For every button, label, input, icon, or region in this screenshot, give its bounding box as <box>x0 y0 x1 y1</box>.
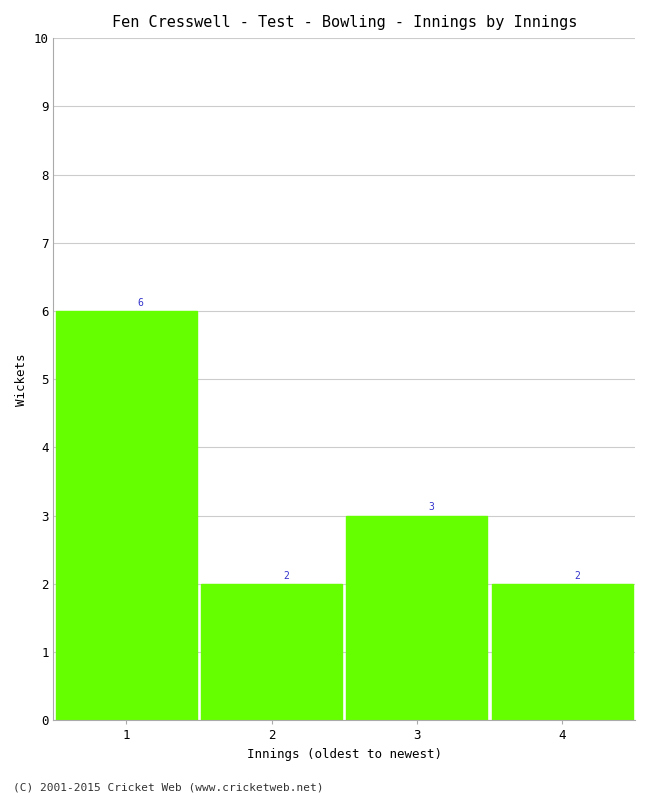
Text: 2: 2 <box>283 570 289 581</box>
Bar <box>492 584 633 721</box>
Text: 2: 2 <box>574 570 580 581</box>
Bar <box>56 311 197 721</box>
X-axis label: Innings (oldest to newest): Innings (oldest to newest) <box>247 748 442 761</box>
Text: 6: 6 <box>138 298 144 308</box>
Title: Fen Cresswell - Test - Bowling - Innings by Innings: Fen Cresswell - Test - Bowling - Innings… <box>112 15 577 30</box>
Text: (C) 2001-2015 Cricket Web (www.cricketweb.net): (C) 2001-2015 Cricket Web (www.cricketwe… <box>13 782 324 792</box>
Text: 3: 3 <box>428 502 434 512</box>
Bar <box>201 584 342 721</box>
Y-axis label: Wickets: Wickets <box>15 353 28 406</box>
Bar <box>346 516 488 721</box>
